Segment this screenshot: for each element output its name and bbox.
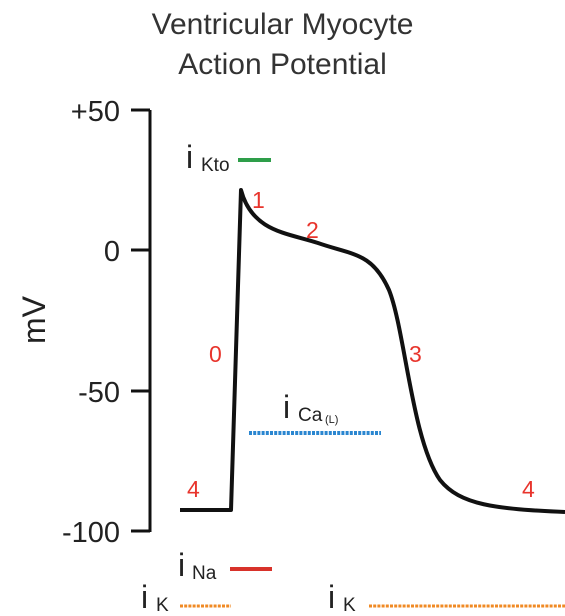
current-na-label: i Na — [178, 547, 217, 584]
current-na-main: i — [178, 547, 185, 583]
current-k-main-left: i — [141, 579, 148, 615]
current-ca-sub: Ca — [298, 405, 323, 426]
current-ca-subsub: (L) — [325, 414, 338, 426]
current-k-label-right: i K — [328, 579, 356, 616]
current-kto-label: i Kto — [186, 139, 230, 176]
phase-4-label-right: 4 — [522, 476, 535, 502]
phase-4-label-left: 4 — [187, 476, 200, 502]
phase-0-label: 0 — [209, 341, 222, 367]
current-ca-main: i — [283, 389, 290, 425]
title-line-1: Ventricular Myocyte — [151, 8, 414, 41]
y-tick-label-0: 0 — [104, 236, 120, 268]
action-potential-trace — [180, 188, 565, 514]
y-tick-label-minus100: -100 — [62, 517, 120, 549]
y-tick-label-minus50: -50 — [78, 377, 120, 409]
title-line-2: Action Potential — [178, 48, 387, 81]
current-k-label-left: i K — [141, 579, 169, 616]
current-k-sub-right: K — [343, 595, 356, 616]
current-kto-sub: Kto — [201, 155, 230, 176]
phase-1-label: 1 — [252, 187, 265, 213]
y-tick-label-plus50: +50 — [71, 96, 120, 128]
current-na-sub: Na — [192, 563, 217, 584]
current-k-main-right: i — [328, 579, 335, 615]
current-k-sub-left: K — [156, 595, 169, 616]
current-ca-label: i Ca (L) — [283, 389, 338, 426]
y-axis-label: mV — [16, 295, 52, 344]
current-kto-main: i — [186, 139, 193, 175]
phase-2-label: 2 — [306, 217, 319, 243]
phase-3-label: 3 — [409, 341, 422, 367]
